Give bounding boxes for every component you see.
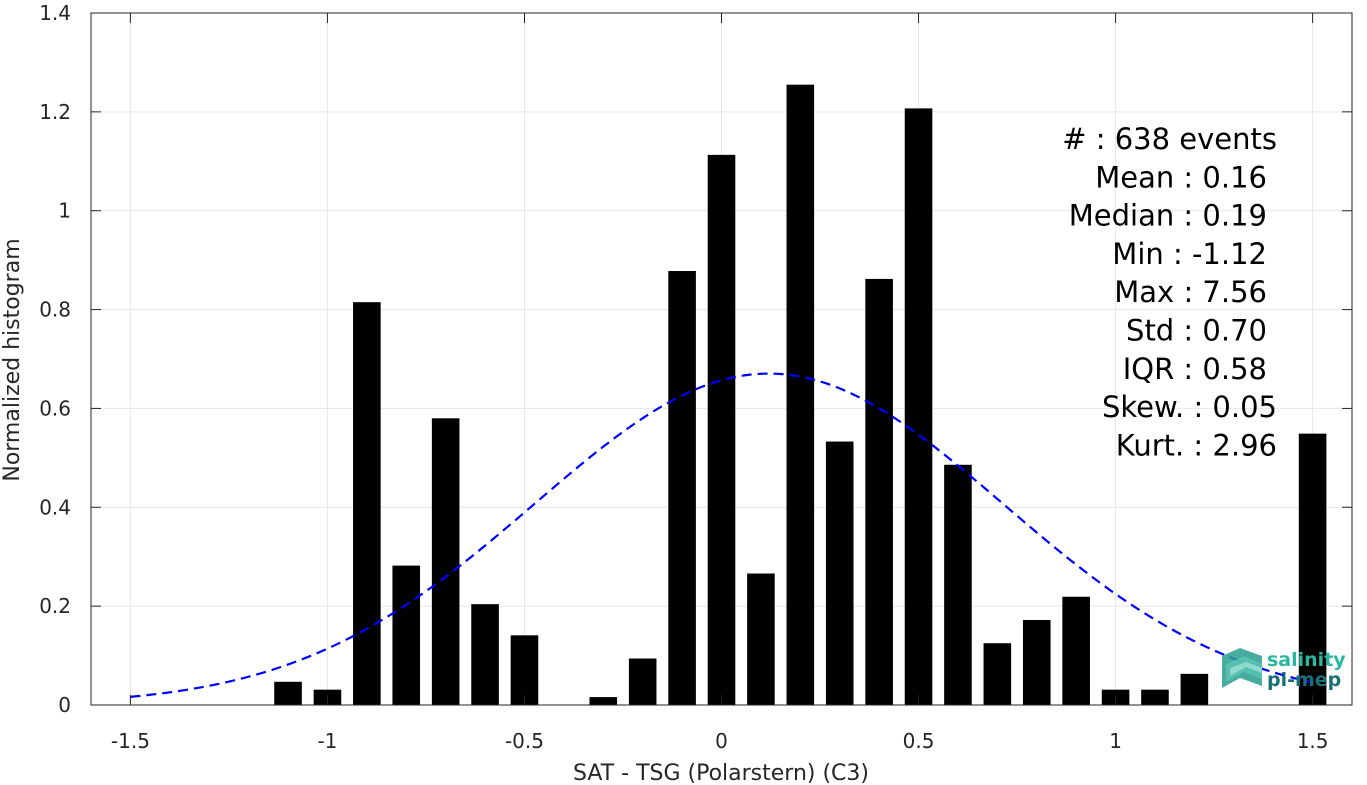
histogram-bar	[1298, 433, 1327, 705]
histogram-bar	[944, 464, 972, 705]
y-tick-label: 0.4	[39, 495, 71, 519]
x-axis-label: SAT - TSG (Polarstern) (C3)	[573, 761, 869, 785]
histogram-bar	[707, 154, 736, 706]
y-tick-label: 1.2	[39, 100, 71, 124]
stat-line: Min : -1.12	[1112, 237, 1267, 271]
y-tick-label: 1	[58, 199, 71, 223]
x-tick-label: -1	[317, 729, 337, 753]
x-tick-labels: -1.5 -1 -0.5 0 0.5 1 1.5	[111, 729, 1329, 753]
x-tick-label: -1.5	[111, 729, 150, 753]
stat-line: Kurt. : 2.96	[1116, 428, 1277, 462]
histogram-bar	[392, 565, 421, 705]
histogram-bar	[1141, 689, 1169, 705]
stat-line: Std : 0.70	[1126, 314, 1267, 348]
histogram-bar	[825, 441, 854, 705]
stat-line: Median : 0.19	[1069, 199, 1267, 233]
histogram-bar	[865, 278, 893, 705]
axis-ticks	[91, 12, 1352, 706]
x-tick-label: 1.5	[1297, 729, 1329, 753]
histogram-bar	[471, 604, 499, 705]
logo-text-line2: pi-mep	[1267, 669, 1341, 691]
logo-mark-icon	[1222, 648, 1262, 688]
x-tick-label: 0.5	[903, 729, 935, 753]
histogram-bar	[983, 643, 1012, 705]
stat-line: Mean : 0.16	[1095, 160, 1267, 194]
stat-line: # : 638 events	[1062, 122, 1277, 156]
bars	[274, 84, 1327, 706]
y-tick-label: 1.4	[39, 1, 71, 25]
histogram-bar	[510, 635, 539, 705]
histogram-bar	[431, 418, 460, 705]
stat-line: Skew. : 0.05	[1102, 390, 1277, 424]
salinity-pimep-logo: salinity pi-mep	[1222, 648, 1346, 691]
histogram-bar	[747, 573, 775, 705]
y-tick-label: 0.8	[39, 298, 71, 322]
stat-line: IQR : 0.58	[1123, 352, 1267, 386]
y-axis-label: Normalized histogram	[0, 238, 25, 481]
y-tick-label: 0	[58, 693, 71, 717]
x-tick-label: 1	[1109, 729, 1122, 753]
y-tick-label: 0.6	[39, 396, 71, 420]
histogram-bar	[589, 697, 618, 705]
stat-line: Max : 7.56	[1114, 275, 1267, 309]
histogram-bar	[1180, 673, 1209, 705]
x-tick-label: 0	[715, 729, 728, 753]
y-tick-label: 0.2	[39, 594, 71, 618]
histogram-bar	[353, 302, 381, 705]
histogram-bar	[628, 658, 657, 705]
statistics-annotation: # : 638 events Mean : 0.16 Median : 0.19 Mi…	[1062, 122, 1277, 462]
histogram-bar	[904, 108, 933, 705]
histogram-bar	[274, 681, 302, 705]
histogram-bar	[668, 271, 696, 705]
logo-text-line1: salinity	[1267, 649, 1346, 671]
histogram-bar	[786, 84, 815, 705]
histogram-bar	[1062, 596, 1090, 705]
x-tick-label: -0.5	[505, 729, 544, 753]
y-tick-labels: 0 0.2 0.4 0.6 0.8 1 1.2 1.4	[39, 1, 71, 717]
histogram-bar	[1022, 619, 1051, 705]
